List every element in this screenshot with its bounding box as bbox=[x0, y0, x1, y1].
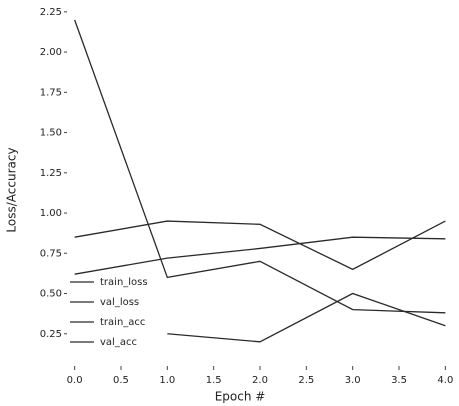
x-tick-label: 1.5 bbox=[206, 375, 222, 386]
y-tick-label: 2.25 bbox=[40, 7, 62, 18]
y-tick-label: 0.25 bbox=[40, 329, 62, 340]
series-line bbox=[167, 292, 446, 343]
legend-label: val_loss bbox=[100, 297, 139, 308]
legend-label: train_loss bbox=[100, 277, 148, 288]
x-tick-label: 2.5 bbox=[298, 375, 314, 386]
x-tick-label: 3.0 bbox=[345, 375, 361, 386]
y-axis-label: Loss/Accuracy bbox=[5, 147, 19, 232]
y-tick-label: 2.00 bbox=[40, 47, 62, 58]
y-tick-label: 0.75 bbox=[40, 248, 62, 259]
y-tick-label: 1.75 bbox=[40, 87, 62, 98]
x-tick-label: 0.0 bbox=[67, 375, 83, 386]
x-tick-label: 0.5 bbox=[113, 375, 129, 386]
x-tick-label: 2.0 bbox=[252, 375, 268, 386]
x-tick-label: 4.0 bbox=[437, 375, 453, 386]
series-line bbox=[74, 220, 446, 271]
series-line bbox=[74, 236, 446, 275]
x-tick-label: 1.0 bbox=[159, 375, 175, 386]
x-tick-label: 3.5 bbox=[391, 375, 407, 386]
y-tick-label: 1.50 bbox=[40, 128, 62, 139]
legend-label: train_acc bbox=[100, 317, 145, 328]
y-tick-label: 0.50 bbox=[40, 289, 62, 300]
series-line bbox=[74, 19, 446, 314]
y-tick-label: 1.00 bbox=[40, 208, 62, 219]
y-tick-label: 1.25 bbox=[40, 168, 62, 179]
x-axis-label: Epoch # bbox=[215, 390, 266, 404]
legend-label: val_acc bbox=[100, 337, 137, 348]
